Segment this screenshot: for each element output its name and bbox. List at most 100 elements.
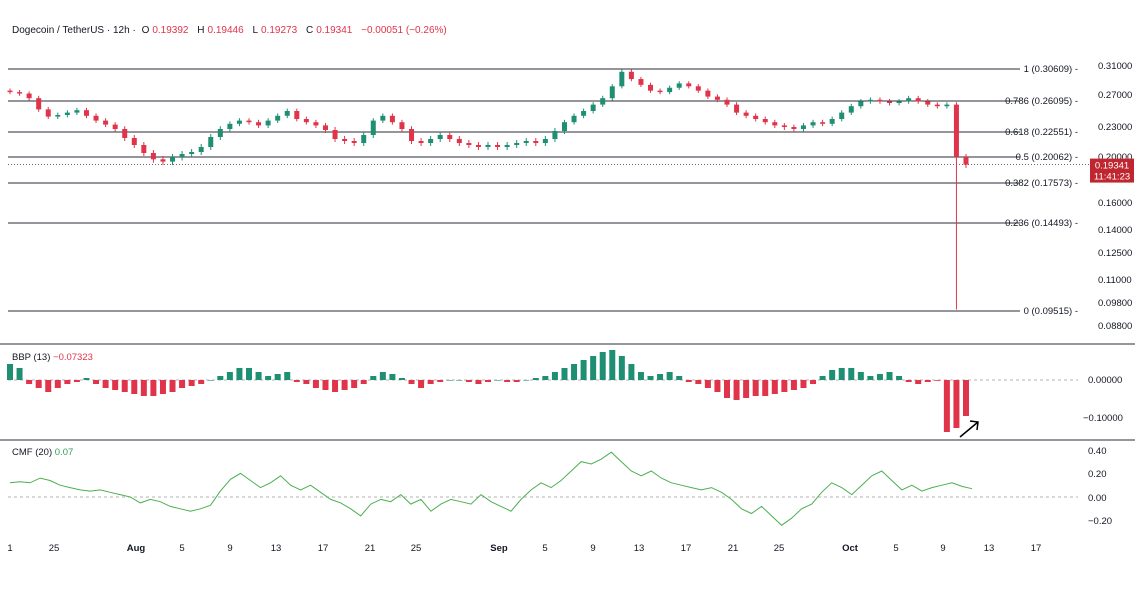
cmf-line — [9, 451, 973, 526]
candle-body — [848, 106, 854, 113]
candle-body — [150, 153, 156, 160]
bbp-bar — [293, 380, 300, 382]
candle-body — [877, 99, 883, 102]
bbp-bar — [112, 380, 119, 390]
bbp-bar — [398, 378, 405, 380]
bbp-bar — [322, 380, 329, 390]
candle-body — [839, 112, 845, 119]
bbp-bar — [64, 380, 71, 384]
candle-body — [246, 120, 252, 123]
bbp-bar — [685, 380, 692, 382]
bbp-bar — [102, 380, 109, 388]
bbp-bar — [121, 380, 128, 392]
candle-body — [447, 135, 453, 139]
candle-body — [590, 104, 596, 111]
bbp-bar — [666, 372, 673, 380]
candle-body — [466, 143, 472, 145]
symbol-header: Dogecoin / TetherUS · 12h · O 0.19392 H 0.… — [12, 25, 453, 36]
candle-body — [934, 104, 940, 107]
cmf-axis-label: 0.40 — [1088, 446, 1107, 457]
price-change: −0.00051 (−0.26%) — [361, 25, 447, 36]
bbp-bar — [542, 376, 549, 380]
candle-body — [141, 145, 147, 153]
candle-body — [26, 93, 32, 99]
bbp-bar — [83, 378, 90, 380]
candle-body — [17, 92, 23, 94]
candle-body — [762, 119, 768, 123]
candle-body — [294, 111, 300, 119]
bbp-bar — [637, 372, 644, 380]
candle-body — [275, 115, 281, 121]
bbp-bar — [332, 380, 339, 392]
candle-body — [45, 109, 51, 117]
time-axis-label: 13 — [271, 543, 282, 554]
candle-body — [456, 139, 462, 143]
fib-level-label: 1 (0.30609) - — [1024, 64, 1078, 75]
bbp-bar — [810, 380, 817, 384]
price-axis-label: 0.20000 — [1098, 152, 1132, 163]
bbp-bar — [561, 368, 568, 380]
bbp-bar — [485, 380, 491, 382]
candle-body — [256, 122, 262, 126]
bbp-bar — [513, 380, 520, 382]
candle-body — [112, 124, 118, 129]
candle-body — [676, 83, 682, 88]
candle-body — [858, 101, 864, 107]
candle-body — [342, 139, 348, 141]
low-value: 0.19273 — [261, 25, 298, 36]
last-price-badge — [1090, 158, 1134, 183]
bbp-bar — [590, 356, 597, 380]
candle-body — [428, 139, 434, 143]
bbp-bar — [934, 380, 941, 381]
bbp-bar — [647, 376, 654, 380]
bbp-bar — [829, 370, 836, 380]
bbp-bar — [236, 368, 243, 380]
bbp-bar — [351, 380, 358, 388]
low-key: L — [252, 25, 259, 36]
time-axis-label: Sep — [490, 543, 508, 554]
cmf-value: 0.07 — [54, 447, 74, 458]
bbp-bar — [159, 380, 166, 394]
bbp-bar — [752, 380, 759, 396]
candle-body — [829, 119, 835, 124]
bbp-bar — [599, 352, 606, 380]
bbp-bar — [437, 380, 444, 382]
fib-level-label: 0.5 (0.20062) - — [1016, 152, 1078, 163]
bbp-bar — [169, 380, 176, 392]
candle-body — [7, 90, 13, 93]
candle-body — [867, 99, 873, 102]
candle-body — [628, 71, 634, 80]
price-axis-label: 0.08800 — [1098, 321, 1132, 332]
candle-body — [724, 99, 730, 105]
candle-body — [619, 71, 625, 87]
candle-body — [638, 79, 644, 85]
candle-body — [361, 135, 367, 143]
price-axis-label: 0.23000 — [1098, 122, 1132, 133]
bbp-bar — [131, 380, 138, 394]
candle-body — [504, 145, 510, 147]
candle-body — [896, 101, 902, 103]
bbp-bar — [389, 374, 396, 380]
candle-body — [475, 145, 481, 147]
bbp-bar — [523, 380, 530, 381]
time-axis-label: 21 — [728, 543, 739, 554]
candle-body — [332, 130, 338, 139]
bbp-bar — [418, 380, 425, 388]
candle-body — [887, 101, 893, 103]
candle-body — [800, 125, 806, 129]
bbp-bar — [226, 372, 233, 380]
bbp-bar — [465, 380, 472, 382]
bbp-bar — [73, 380, 80, 382]
fib-level-label: 0.236 (0.14493) - — [1005, 218, 1078, 229]
candle-body — [925, 101, 931, 105]
candle-body — [810, 122, 816, 126]
candle-body — [189, 152, 195, 154]
candle-body — [953, 104, 959, 157]
bbp-bar — [618, 356, 625, 380]
candle-body — [533, 141, 539, 143]
candle-body — [351, 141, 357, 143]
fib-level-label: 0 (0.09515) - — [1024, 306, 1078, 317]
candle-body — [131, 138, 137, 145]
bbp-label: BBP (13) — [12, 352, 51, 363]
